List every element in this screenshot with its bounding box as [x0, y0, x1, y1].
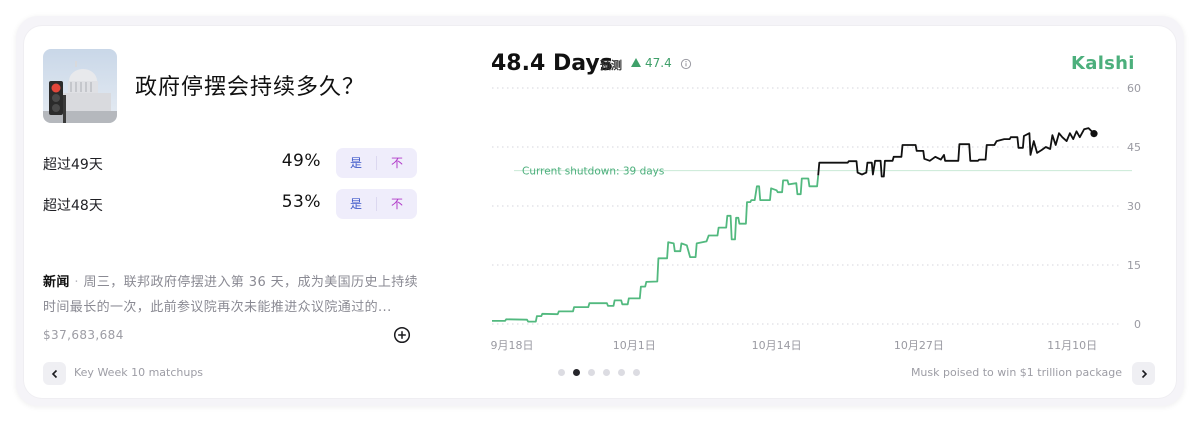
previous-button[interactable] — [43, 362, 66, 385]
us-capitol-traffic-light-icon — [43, 49, 117, 123]
news-text: 周三，联邦政府停摆进入第 36 天，成为美国历史上持续时间最长的一次，此前参议院… — [43, 275, 419, 315]
history-series-line — [492, 175, 820, 323]
triangle-up-icon — [631, 58, 641, 67]
x-tick-label: 10月1日 — [613, 339, 656, 352]
market-title[interactable]: 政府停摆会持续多久？ — [135, 75, 366, 100]
no-button[interactable]: 不 — [390, 197, 403, 211]
no-button[interactable]: 不 — [390, 156, 403, 170]
next-market-link[interactable]: Musk poised to win $1 trillion package — [910, 366, 1122, 379]
y-tick-label: 30 — [1127, 200, 1141, 213]
reference-line-label: Current shutdown: 39 days — [522, 166, 664, 178]
market-card: 政府停摆会持续多久？ 超过49天 49% 是 不 超过48天 53% 是 不 新… — [24, 26, 1176, 398]
outcome-label[interactable]: 超过49天 — [43, 157, 103, 173]
yes-no-group: 是 不 — [336, 189, 417, 219]
x-tick-label: 10月27日 — [894, 339, 944, 352]
chevron-left-icon — [51, 369, 57, 378]
forecast-change-value: 47.4 — [645, 56, 672, 70]
x-tick-label: 10月14日 — [752, 339, 802, 352]
y-tick-label: 15 — [1127, 259, 1141, 272]
kalshi-logo[interactable]: Kalshi — [1071, 53, 1135, 74]
widget-frame: 政府停摆会持续多久？ 超过49天 49% 是 不 超过48天 53% 是 不 新… — [16, 16, 1184, 406]
previous-market-link[interactable]: Key Week 10 matchups — [74, 366, 204, 379]
pagination-dots — [558, 369, 640, 376]
recent-series-line — [817, 127, 1095, 178]
outcome-probability: 49% — [281, 151, 321, 171]
news-label: 新闻 — [43, 275, 70, 290]
info-icon[interactable] — [680, 58, 692, 70]
divider — [376, 156, 377, 170]
forecast-value: 48.4 Days — [491, 51, 613, 76]
y-tick-label: 60 — [1127, 82, 1141, 95]
pagination-dot[interactable] — [558, 369, 565, 376]
market-volume: $37,683,684 — [43, 328, 124, 342]
next-button[interactable] — [1132, 362, 1155, 385]
pagination-dot-active[interactable] — [573, 369, 580, 376]
x-tick-label: 9月18日 — [491, 339, 534, 352]
yes-button[interactable]: 是 — [349, 197, 362, 211]
current-value-point — [1090, 130, 1098, 138]
yes-no-group: 是 不 — [336, 148, 417, 178]
pagination-dot[interactable] — [603, 369, 610, 376]
outcome-row: 超过49天 49% 是 不 — [43, 148, 417, 178]
chevron-right-icon — [1141, 369, 1147, 378]
pagination-dot[interactable] — [633, 369, 640, 376]
outcome-row: 超过48天 53% 是 不 — [43, 189, 417, 219]
pagination-dot[interactable] — [588, 369, 595, 376]
x-tick-label: 11月10日 — [1047, 339, 1097, 352]
news-separator: · — [74, 275, 79, 290]
forecast-change: 47.4 — [631, 56, 672, 70]
forecast-line-chart[interactable]: 0 15 30 45 60 Current shutdown: 39 days 9月18日 1… — [484, 82, 1144, 352]
yes-button[interactable]: 是 — [349, 156, 362, 170]
y-tick-label: 45 — [1127, 141, 1141, 154]
outcome-probability: 53% — [281, 192, 321, 212]
pagination-dot[interactable] — [618, 369, 625, 376]
forecast-label: 预测 — [600, 59, 622, 72]
outcome-label[interactable]: 超过48天 — [43, 198, 103, 214]
market-image[interactable] — [43, 49, 117, 123]
divider — [376, 197, 377, 211]
y-tick-label: 0 — [1134, 318, 1141, 331]
news-summary[interactable]: 新闻 · 周三，联邦政府停摆进入第 36 天，成为美国历史上持续时间最长的一次，… — [43, 270, 423, 320]
add-circle-icon[interactable] — [393, 326, 411, 344]
